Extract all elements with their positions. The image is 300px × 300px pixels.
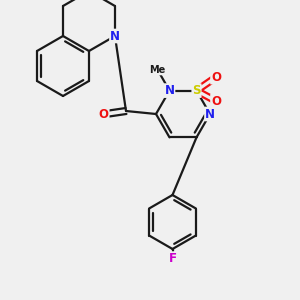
Text: O: O bbox=[99, 108, 109, 121]
Text: O: O bbox=[211, 94, 221, 108]
Text: O: O bbox=[211, 70, 221, 84]
Text: Me: Me bbox=[149, 64, 166, 75]
Text: F: F bbox=[169, 252, 176, 265]
Text: N: N bbox=[110, 29, 120, 43]
Text: N: N bbox=[164, 84, 175, 97]
Text: N: N bbox=[205, 107, 215, 121]
Text: S: S bbox=[192, 84, 201, 97]
